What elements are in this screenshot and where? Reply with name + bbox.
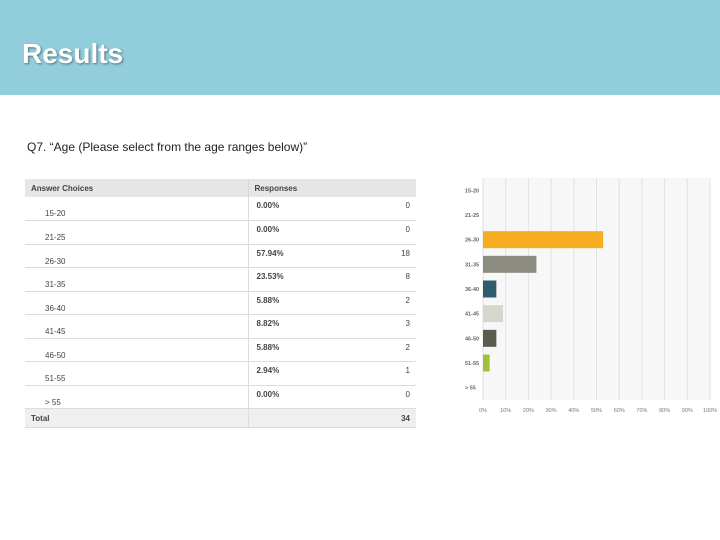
table-header-row: Answer Choices Responses (25, 179, 416, 197)
y-category-label: 31-35 (465, 262, 479, 268)
table-row: 31-35 23.53% 8 (25, 267, 416, 292)
table-row: > 55 0.00% 0 (25, 385, 416, 409)
header-responses: Responses (248, 179, 416, 197)
count-cell: 1 (368, 361, 416, 386)
header-answer-choices: Answer Choices (25, 179, 249, 197)
choice-cell: 15-20 (25, 197, 249, 221)
count-cell: 18 (368, 244, 416, 268)
chart-svg: 0% 10% 20% 30% 40% 50% 60% 70% 80% 90% 100% 15-20 21… (465, 178, 717, 414)
count-cell: 0 (368, 220, 416, 245)
x-tick-label: 50% (591, 408, 602, 414)
x-tick-label: 60% (614, 408, 625, 414)
table-row: 46-50 5.88% 2 (25, 338, 416, 362)
x-tick-label: 90% (682, 408, 693, 414)
x-tick-label: 20% (523, 408, 534, 414)
question-text: Q7. “Age (Please select from the age ran… (27, 140, 308, 154)
x-tick-label: 100% (703, 408, 717, 414)
x-tick-label: 30% (546, 408, 557, 414)
percent-cell: 0.00% (248, 197, 368, 221)
choice-cell: 36-40 (25, 291, 249, 315)
percent-cell: 57.94% (248, 244, 368, 268)
table-row: 36-40 5.88% 2 (25, 291, 416, 315)
choice-cell: 51-55 (25, 361, 249, 386)
table-total-row: Total 34 (25, 408, 416, 428)
x-tick-label: 40% (568, 408, 579, 414)
y-category-label: 15-20 (465, 188, 479, 194)
percent-cell: 2.94% (248, 361, 368, 386)
bar (483, 231, 604, 249)
y-category-label: 46-50 (465, 336, 479, 342)
count-cell: 0 (368, 197, 416, 221)
y-category-label: 41-45 (465, 312, 479, 318)
table-row: 21-25 0.00% 0 (25, 220, 416, 245)
table-row: 51-55 2.94% 1 (25, 361, 416, 386)
age-bar-chart: 0% 10% 20% 30% 40% 50% 60% 70% 80% 90% 100% 15-20 21… (455, 178, 717, 418)
total-label: Total (25, 408, 249, 428)
responses-table: Answer Choices Responses 15-20 0.00% 0 2… (25, 179, 416, 428)
choice-cell: 31-35 (25, 267, 249, 292)
table-row: 26-30 57.94% 18 (25, 244, 416, 268)
x-tick-label: 0% (479, 408, 487, 414)
total-count: 34 (368, 408, 416, 428)
percent-cell: 23.53% (248, 267, 368, 292)
y-category-label: 51-55 (465, 361, 479, 367)
percent-cell: 5.88% (248, 338, 368, 362)
percent-cell: 0.00% (248, 220, 368, 245)
y-category-label: 26-30 (465, 238, 479, 244)
y-category-label: 21-25 (465, 213, 479, 219)
bar (483, 354, 490, 372)
x-tick-label: 70% (636, 408, 647, 414)
slide-title: Results (22, 38, 124, 69)
table-row: 41-45 8.82% 3 (25, 314, 416, 339)
count-cell: 3 (368, 314, 416, 339)
choice-cell: > 55 (25, 385, 249, 409)
header-band (0, 0, 720, 95)
count-cell: 2 (368, 338, 416, 362)
bar (483, 305, 504, 323)
choice-cell: 26-30 (25, 244, 249, 268)
y-category-label: 36-40 (465, 287, 479, 293)
count-cell: 8 (368, 267, 416, 292)
count-cell: 0 (368, 385, 416, 409)
count-cell: 2 (368, 291, 416, 315)
x-tick-label: 80% (659, 408, 670, 414)
percent-cell: 5.88% (248, 291, 368, 315)
bar (483, 255, 537, 273)
total-percent-cell (248, 408, 368, 428)
bar (483, 329, 497, 347)
bar (483, 280, 497, 298)
percent-cell: 8.82% (248, 314, 368, 339)
y-category-label: > 55 (465, 386, 476, 392)
table-row: 15-20 0.00% 0 (25, 197, 416, 221)
choice-cell: 41-45 (25, 314, 249, 339)
percent-cell: 0.00% (248, 385, 368, 409)
choice-cell: 46-50 (25, 338, 249, 362)
choice-cell: 21-25 (25, 220, 249, 245)
x-tick-label: 10% (500, 408, 511, 414)
